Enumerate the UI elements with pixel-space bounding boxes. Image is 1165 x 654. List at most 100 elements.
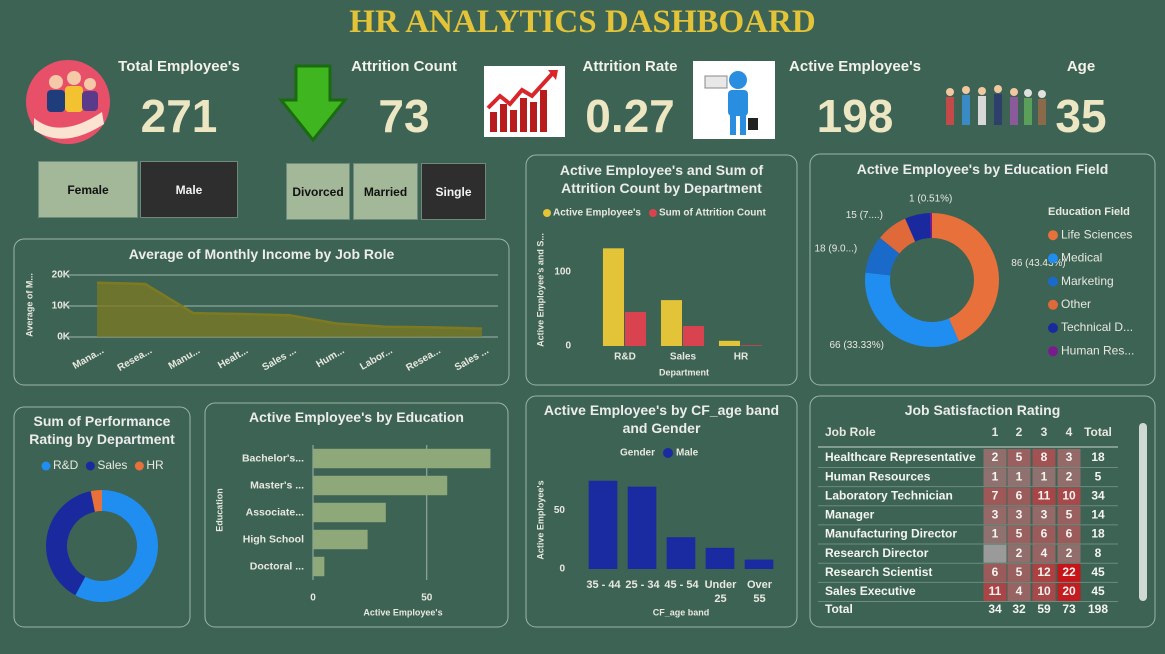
table-cell: 6 — [1041, 527, 1048, 541]
kpi-value: 271 — [140, 90, 218, 142]
bar — [313, 448, 491, 469]
bar — [744, 559, 774, 569]
heat-cell — [1007, 525, 1031, 544]
table-cell: 2 — [1066, 546, 1073, 560]
heat-cell — [1057, 449, 1081, 467]
heat-cell — [1032, 487, 1056, 506]
y-tick-label: 50 — [554, 505, 566, 516]
heat-cell — [1057, 468, 1081, 487]
heat-cell — [1032, 468, 1056, 487]
x-tick-label: Sales — [670, 352, 697, 363]
legend-label: R&D — [53, 458, 79, 472]
legend-swatch — [85, 461, 95, 471]
donut-slice — [932, 213, 999, 342]
area-line — [97, 281, 482, 330]
kpi-label: Age — [1066, 58, 1096, 75]
chart-title: Average of Monthly Income by Job Role — [128, 246, 395, 262]
legend-swatch — [1048, 253, 1058, 264]
heat-cell — [1007, 468, 1031, 487]
donut-slice — [45, 491, 95, 596]
legend-label: HR — [146, 458, 164, 472]
panel — [525, 154, 798, 386]
bar — [660, 300, 682, 346]
bar — [313, 502, 386, 523]
legend-title: Gender — [620, 448, 655, 459]
heat-cell — [1007, 544, 1031, 563]
bar — [705, 547, 735, 569]
heat-cell — [983, 582, 1007, 601]
x-tick-label: 0 — [310, 593, 316, 604]
x-tick-label: 35 - 44 — [586, 579, 621, 591]
table-cell: 5 — [1095, 469, 1102, 483]
slicer-option[interactable]: Female — [38, 161, 138, 218]
bar — [313, 529, 368, 550]
table-title: Job Satisfaction Rating — [904, 402, 1061, 418]
slicer-option[interactable]: Married — [353, 163, 418, 220]
donut-slice — [879, 218, 916, 254]
table-cell: Laboratory Technician — [825, 488, 953, 502]
chart-title: Sum of Performance Rating by Department — [29, 413, 175, 447]
table-cell: 1 — [1016, 469, 1023, 483]
x-axis-label: Department — [659, 367, 709, 377]
x-axis-label: Active Employee's — [363, 607, 442, 617]
heat-cell — [983, 468, 1007, 487]
table-cell: 8 — [1041, 450, 1048, 464]
legend-label: Male — [676, 448, 699, 459]
donut-slice — [905, 213, 931, 242]
y-tick-label: Doctoral ... — [250, 560, 304, 572]
y-tick-label: Bachelor's... — [242, 452, 304, 464]
bar — [602, 248, 624, 346]
donut-slice — [75, 490, 158, 602]
slicer-option[interactable]: Single — [421, 163, 486, 220]
donut-slice — [929, 213, 932, 239]
slicer-option[interactable]: Male — [140, 161, 238, 218]
heat-cell — [1032, 525, 1056, 544]
heat-cell — [1007, 563, 1031, 582]
y-tick-label: 100 — [554, 267, 571, 278]
bar — [718, 340, 740, 346]
table-cell: 10 — [1037, 584, 1051, 598]
table-cell: Healthcare Representative — [825, 450, 976, 464]
donut-slice — [865, 237, 900, 276]
x-tick-label: Over 55 — [746, 579, 773, 605]
kpi-value: 0.27 — [585, 90, 675, 142]
chart-title: Active Employee's by Education — [249, 409, 464, 425]
legend-title: Education Field — [1048, 206, 1130, 218]
table-cell: 4 — [1041, 546, 1048, 560]
legend-swatch — [543, 209, 551, 217]
legend-label: Sum of Attrition Count — [659, 208, 766, 219]
heat-cell — [983, 525, 1007, 544]
donut-slice — [865, 272, 959, 348]
slicer-option[interactable]: Divorced — [286, 163, 350, 220]
table-cell: 5 — [1016, 527, 1023, 541]
table-cell: Sales Executive — [825, 584, 916, 598]
heat-cell — [1007, 506, 1031, 525]
icon-hired — [693, 61, 775, 139]
chart-title: Active Employee's by CF_age band and Gen… — [543, 402, 780, 436]
x-axis-label: CF_age band — [653, 607, 710, 617]
bar — [627, 486, 657, 569]
chart-title: Active Employee's and Sum of Attrition C… — [559, 162, 764, 196]
y-axis-label: Average of M... — [24, 273, 34, 337]
table-header: Total — [1084, 425, 1112, 439]
legend-swatch — [41, 461, 51, 471]
table-cell: 22 — [1062, 565, 1076, 579]
table-header: 3 — [1041, 425, 1048, 439]
heat-cell — [983, 506, 1007, 525]
heat-cell — [1057, 582, 1081, 601]
heat-cell — [1057, 563, 1081, 582]
heat-cell — [1057, 525, 1081, 544]
table-header: 2 — [1016, 425, 1023, 439]
kpi-label: Total Employee's — [118, 58, 240, 75]
y-axis-label: Active Employee's — [535, 480, 545, 559]
table-cell: 5 — [1016, 450, 1023, 464]
heat-cell — [1032, 506, 1056, 525]
scrollbar[interactable] — [1139, 423, 1147, 601]
table-header: Job Role — [825, 425, 876, 439]
donut-slice — [90, 490, 102, 512]
table-cell: 3 — [1066, 450, 1073, 464]
data-label: 66 (33.33%) — [829, 340, 883, 351]
kpi-label: Active Employee's — [789, 58, 921, 75]
bar — [313, 475, 448, 496]
heat-cell — [1032, 449, 1056, 467]
